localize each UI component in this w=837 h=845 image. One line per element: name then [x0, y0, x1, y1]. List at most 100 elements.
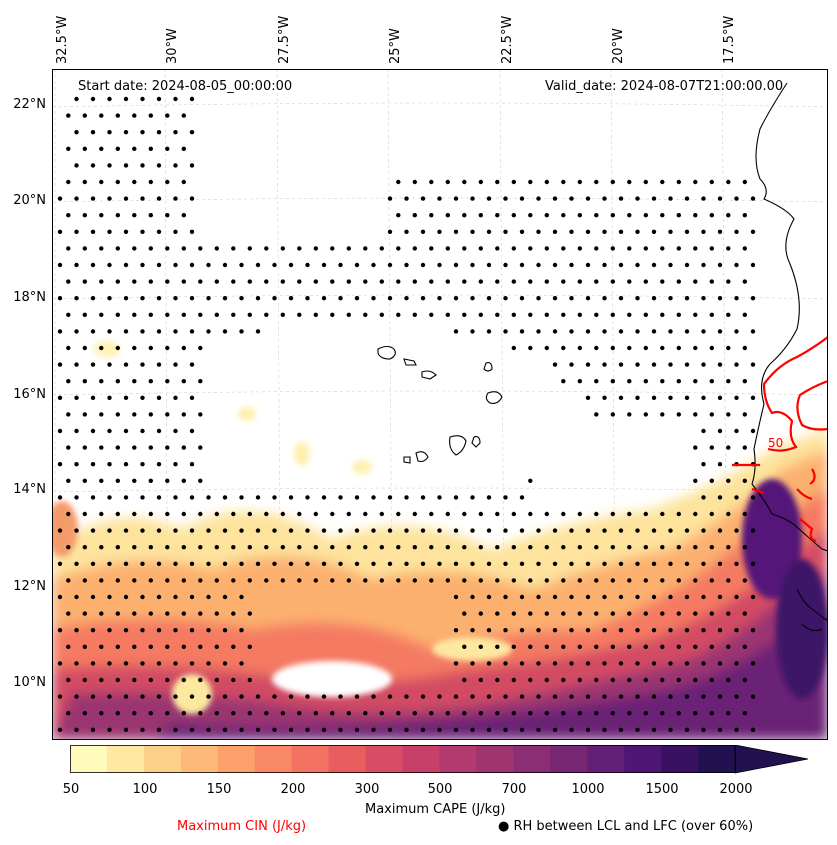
rh-dot: [651, 329, 657, 334]
rh-dot: [222, 661, 228, 666]
rh-dot: [462, 611, 467, 616]
rh-dot: [132, 345, 137, 351]
rh-dot: [181, 279, 186, 284]
rh-dot: [429, 711, 434, 716]
rh-dot: [156, 329, 162, 334]
rh-dot: [453, 262, 459, 268]
rh-dot: [313, 511, 318, 517]
rh-dot: [618, 594, 624, 600]
rh-dot: [420, 495, 426, 500]
rh-dot: [396, 511, 401, 517]
rh-dot: [313, 578, 318, 583]
rh-dot: [396, 312, 401, 317]
rh-dot: [643, 545, 648, 550]
rh-dot: [74, 428, 79, 434]
rh-dot: [676, 677, 681, 683]
rh-dot: [57, 628, 63, 633]
colorbar-segments: [70, 745, 809, 774]
rh-dot: [618, 628, 624, 633]
rh-dot: [676, 412, 681, 417]
rh-dot: [453, 229, 459, 234]
rh-dot: [478, 611, 483, 616]
rh-dot: [148, 644, 153, 649]
rh-dot: [123, 694, 129, 699]
cb-tick: 300: [354, 782, 380, 797]
rh-dot: [231, 644, 236, 649]
rh-dot: [132, 611, 137, 616]
map-panel: 50: [52, 69, 828, 740]
rh-dot: [404, 196, 409, 201]
rh-dot: [123, 163, 129, 168]
rh-dot: [214, 677, 219, 683]
rh-dot: [594, 545, 599, 550]
rh-dot: [107, 594, 112, 600]
rh-dot: [668, 262, 673, 268]
colorbar-label: Maximum CAPE (J/kg): [365, 802, 506, 817]
rh-dot: [140, 329, 145, 334]
rh-dot: [684, 594, 690, 600]
rh-dot: [82, 611, 87, 616]
rh-dot: [693, 545, 698, 550]
rh-dot: [552, 196, 558, 201]
rh-dot: [445, 711, 450, 716]
rh-dot: [74, 262, 79, 268]
rh-dot: [231, 545, 236, 550]
rh-dot: [726, 246, 731, 251]
rh-dot: [346, 279, 351, 284]
rh-dot: [66, 246, 71, 251]
rh-dot: [486, 528, 492, 533]
rh-dot: [379, 246, 384, 251]
rh-dot: [173, 495, 178, 500]
rh-dot: [189, 628, 195, 633]
rh-dot: [123, 196, 129, 201]
rh-dot: [107, 528, 112, 533]
colorbar-segment: [476, 745, 514, 773]
rh-dot: [198, 545, 203, 550]
rh-dot: [544, 545, 549, 550]
colorbar-segment: [291, 745, 330, 773]
rh-dot: [701, 694, 706, 699]
rh-dot: [610, 545, 615, 550]
rh-dot: [66, 345, 71, 351]
rh-dot: [132, 246, 137, 251]
rh-dot: [148, 412, 153, 417]
rh-dot: [140, 495, 145, 500]
rh-dot: [173, 296, 178, 301]
rh-dot: [577, 279, 582, 284]
rh-dot: [189, 329, 195, 334]
rh-dot: [156, 229, 162, 234]
rh-dot: [602, 196, 607, 201]
rh-dot: [321, 528, 327, 533]
rh-dot: [470, 628, 475, 633]
rh-dot: [338, 262, 343, 268]
rh-dot: [486, 495, 492, 500]
rh-dot: [742, 511, 747, 517]
rh-dot: [750, 362, 756, 367]
rh-legend: ● RH between LCL and LFC (over 60%): [498, 819, 753, 834]
rh-dot: [660, 213, 665, 218]
rh-dot: [396, 246, 401, 251]
rh-dot: [305, 561, 310, 566]
rh-dot: [618, 262, 624, 268]
rh-dot: [585, 628, 591, 633]
rh-dot: [709, 611, 714, 616]
rh-dot: [214, 644, 219, 649]
rh-dot: [156, 395, 162, 400]
cb-tick: 50: [62, 782, 80, 797]
rh-dot: [255, 727, 261, 732]
rh-dot: [627, 611, 632, 616]
rh-dot: [429, 578, 434, 583]
rh-dot: [99, 146, 104, 151]
rh-dot: [66, 179, 71, 185]
africa-coastline: [751, 82, 828, 552]
rh-dot: [536, 594, 541, 600]
rh-dot: [750, 594, 756, 600]
rh-dot: [264, 279, 269, 284]
rh-dot: [742, 213, 747, 218]
rh-dot: [503, 561, 508, 566]
rh-dot: [511, 545, 516, 550]
rh-dot: [561, 677, 566, 683]
rh-dot: [635, 528, 640, 533]
rh-dot: [165, 711, 170, 716]
rh-dot: [693, 213, 698, 218]
